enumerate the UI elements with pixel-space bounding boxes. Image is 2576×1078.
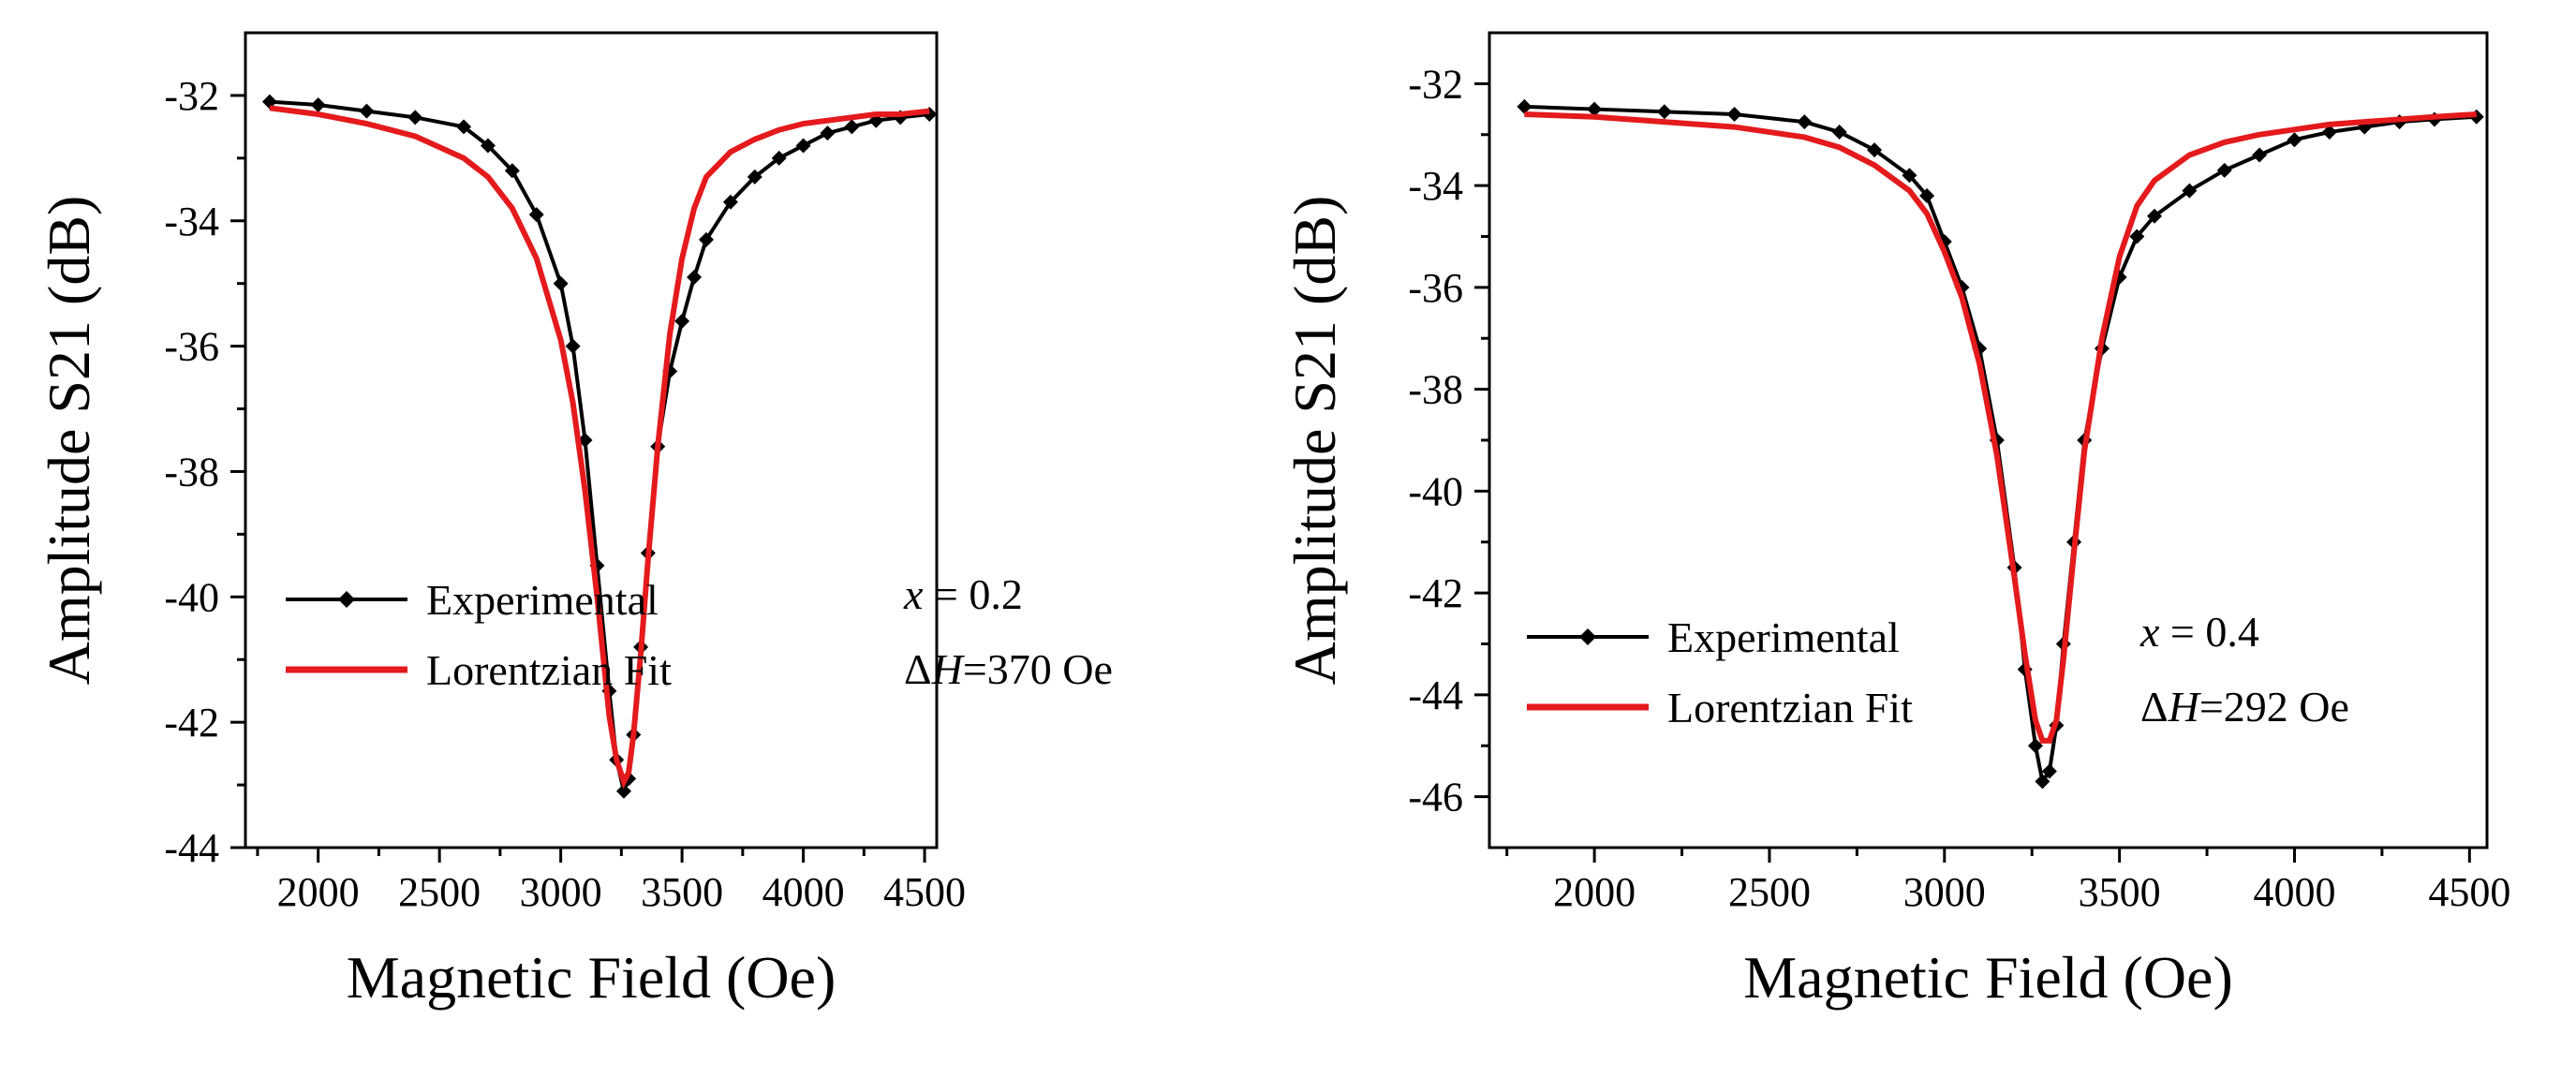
- chart-panel-2: 2000 2500 3000 3500 4000 4500 -32 -34 -36 -38 -40 -…: [1281, 31, 2510, 1011]
- legend-marker-experimental: [338, 591, 355, 608]
- data-point-experimental: [2035, 774, 2050, 790]
- annotation-line-2: ΔH=370 Oe: [904, 645, 1113, 693]
- annotation: x = 0.2 ΔH=370 Oe: [903, 570, 1113, 693]
- y-tick-label: -40: [164, 574, 219, 620]
- annotation-line-2: ΔH=292 Oe: [2140, 683, 2349, 731]
- data-point-experimental: [1517, 98, 1532, 114]
- data-point-experimental: [2321, 125, 2337, 140]
- y-axis-title: Amplitude S21 (dB): [1281, 196, 1348, 686]
- x-tick-label: 4000: [762, 869, 845, 915]
- data-point-experimental: [615, 783, 631, 799]
- x-tick-label: 2500: [398, 869, 481, 915]
- y-tick-label: -38: [164, 449, 219, 495]
- data-point-experimental: [310, 96, 326, 112]
- legend-marker-experimental: [1579, 628, 1596, 645]
- x-tick-label: 3500: [2079, 869, 2161, 915]
- data-point-experimental: [2216, 162, 2232, 178]
- data-point-experimental: [674, 313, 690, 329]
- data-point-experimental: [2252, 147, 2268, 163]
- data-point-experimental: [771, 150, 787, 166]
- data-point-experimental: [795, 138, 811, 154]
- legend-label-experimental: Experimental: [426, 576, 659, 624]
- y-tick-label: -32: [164, 73, 219, 119]
- data-point-experimental: [261, 94, 277, 110]
- data-point-experimental: [456, 119, 472, 135]
- x-tick-label: 3000: [520, 869, 602, 915]
- chart-panel-1: 2000 2500 3000 3500 4000 4500 -32 -34 -36 -38 -40 -…: [36, 31, 1113, 1011]
- y-tick-label: -44: [1408, 672, 1463, 718]
- data-point-experimental: [1919, 188, 1935, 203]
- data-point-experimental: [1831, 125, 1847, 140]
- annotation-line-1: x = 0.2: [903, 570, 1023, 618]
- data-point-experimental: [1656, 104, 1672, 120]
- data-point-experimental: [2147, 208, 2162, 224]
- x-tick-label: 4500: [883, 869, 966, 915]
- data-point-experimental: [407, 110, 423, 126]
- y-tick-label: -42: [1408, 570, 1463, 616]
- y-tick-label: -42: [164, 700, 219, 746]
- x-axis-title: Magnetic Field (Oe): [347, 944, 836, 1011]
- data-point-experimental: [2182, 183, 2198, 199]
- x-tick-label: 3000: [1903, 869, 1986, 915]
- data-point-experimental: [2129, 229, 2145, 244]
- x-tick-label: 2000: [277, 869, 360, 915]
- data-point-experimental: [504, 163, 520, 179]
- data-point-experimental: [2287, 132, 2302, 148]
- x-tick-label: 4500: [2428, 869, 2510, 915]
- data-point-experimental: [687, 270, 703, 285]
- data-point-experimental: [747, 169, 762, 185]
- data-point-experimental: [565, 338, 581, 354]
- data-point-experimental: [1867, 142, 1883, 158]
- x-axis-title: Magnetic Field (Oe): [1743, 944, 2233, 1011]
- y-tick-label: -40: [1408, 468, 1463, 514]
- data-point-experimental: [722, 194, 738, 210]
- x-tick-label: 4000: [2253, 869, 2335, 915]
- data-point-experimental: [1797, 114, 1813, 130]
- data-point-experimental: [480, 138, 496, 154]
- data-point-experimental: [1587, 101, 1603, 117]
- y-tick-label: -36: [164, 324, 219, 370]
- x-tick-label: 2500: [1728, 869, 1811, 915]
- data-point-experimental: [2041, 763, 2057, 779]
- data-point-experimental: [528, 207, 544, 223]
- y-tick-label: -36: [1408, 265, 1463, 311]
- data-point-experimental: [359, 103, 375, 119]
- data-point-experimental: [553, 275, 569, 291]
- legend: Experimental Lorentzian Fit: [1527, 613, 1913, 731]
- data-point-experimental: [699, 231, 714, 247]
- series-lorentzian-fit-line: [269, 105, 930, 790]
- y-tick-label: -44: [164, 825, 219, 871]
- y-tick-label: -38: [1408, 367, 1463, 413]
- data-point-experimental: [820, 126, 836, 141]
- data-point-experimental: [844, 119, 860, 135]
- y-axis-title: Amplitude S21 (dB): [36, 196, 102, 686]
- annotation-line-1: x = 0.4: [2139, 608, 2259, 656]
- data-point-experimental: [1726, 107, 1742, 122]
- annotation: x = 0.4 ΔH=292 Oe: [2139, 608, 2349, 731]
- y-tick-label: -34: [1408, 163, 1463, 209]
- legend: Experimental Lorentzian Fit: [286, 576, 672, 694]
- y-tick-label: -34: [164, 199, 219, 244]
- plot-frame: [244, 31, 939, 849]
- y-tick-label: -46: [1408, 775, 1463, 820]
- y-tick-label: -32: [1408, 61, 1463, 107]
- series-lorentzian-fit-line: [1524, 111, 2477, 744]
- data-point-experimental: [2027, 738, 2043, 754]
- data-point-experimental: [1902, 168, 1917, 184]
- x-tick-label: 2000: [1553, 869, 1636, 915]
- x-tick-label: 3500: [641, 869, 723, 915]
- legend-label-lorentzian-fit: Lorentzian Fit: [426, 646, 672, 694]
- legend-label-experimental: Experimental: [1667, 613, 1900, 661]
- legend-label-lorentzian-fit: Lorentzian Fit: [1667, 684, 1913, 731]
